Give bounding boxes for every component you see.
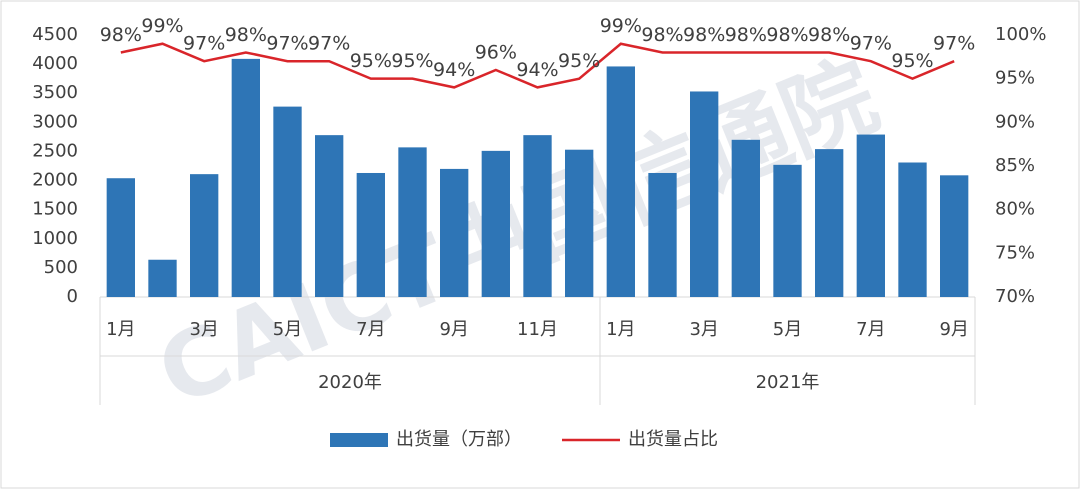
bar [898, 162, 927, 297]
data-label: 98% [725, 24, 767, 46]
data-label: 97% [850, 33, 892, 55]
data-label: 95% [391, 50, 433, 72]
data-label: 98% [100, 24, 142, 46]
y-tick-label: 4500 [32, 24, 78, 45]
data-label: 94% [516, 59, 558, 81]
y-tick-label: 4000 [32, 53, 78, 74]
data-label: 95% [558, 50, 600, 72]
bar [481, 150, 510, 297]
x-tick-label: 1月 [106, 319, 135, 340]
legend-swatch [330, 433, 388, 447]
data-label: 94% [433, 59, 475, 81]
x-tick-label: 7月 [856, 319, 885, 340]
y-tick-label: 2000 [32, 170, 78, 191]
y-tick-label: 3500 [32, 82, 78, 103]
bar [148, 259, 177, 297]
bar [315, 135, 344, 297]
y-tick-label: 1000 [32, 228, 78, 249]
y2-tick-label: 100% [995, 24, 1046, 45]
y2-tick-label: 75% [995, 242, 1035, 263]
bar [190, 174, 219, 297]
y2-tick-label: 95% [995, 68, 1035, 89]
x-tick-label: 9月 [939, 319, 968, 340]
bar [398, 147, 427, 297]
x-tick-label: 5月 [273, 319, 302, 340]
y2-tick-label: 90% [995, 111, 1035, 132]
data-label: 97% [266, 33, 308, 55]
data-label: 95% [891, 50, 933, 72]
bar [356, 172, 385, 297]
bar [856, 134, 885, 297]
bar [440, 168, 469, 297]
line [120, 42, 955, 89]
bar [648, 172, 677, 297]
bar [565, 149, 594, 297]
data-label: 95% [350, 50, 392, 72]
data-label: 97% [308, 33, 350, 55]
data-label: 98% [808, 24, 850, 46]
bar [773, 164, 802, 297]
y2-tick-label: 80% [995, 199, 1035, 220]
y-tick-label: 1500 [32, 199, 78, 220]
data-label: 96% [475, 41, 517, 63]
x-tick-label: 3月 [689, 319, 718, 340]
bar [106, 178, 135, 297]
data-label: 98% [683, 24, 725, 46]
data-label: 98% [766, 24, 808, 46]
y-tick-label: 500 [44, 257, 78, 278]
x-tick-label: 9月 [439, 319, 468, 340]
bar [940, 175, 969, 297]
x-tick-label: 7月 [356, 319, 385, 340]
x-tick-label: 5月 [773, 319, 802, 340]
y-tick-label: 3000 [32, 111, 78, 132]
data-label: 99% [141, 15, 183, 37]
bar [690, 91, 719, 297]
y2-tick-label: 85% [995, 155, 1035, 176]
bar [273, 106, 302, 297]
legend-label: 出货量（万部） [396, 429, 522, 450]
x-tick-label: 3月 [189, 319, 218, 340]
data-label: 98% [641, 24, 683, 46]
bar [606, 66, 635, 297]
data-label: 97% [183, 33, 225, 55]
bar [815, 149, 844, 297]
data-label: 99% [600, 15, 642, 37]
group-label: 2020年 [318, 372, 382, 393]
x-tick-label: 1月 [606, 319, 635, 340]
bar [731, 139, 760, 297]
y2-tick-label: 70% [995, 286, 1035, 307]
y-tick-label: 2500 [32, 140, 78, 161]
bar [231, 58, 260, 298]
group-label: 2021年 [756, 372, 820, 393]
data-label: 98% [225, 24, 267, 46]
legend-label: 出货量占比 [628, 429, 718, 450]
y-tick-label: 0 [67, 286, 78, 307]
x-tick-label: 11月 [517, 319, 558, 340]
data-label: 97% [933, 33, 975, 55]
bar [523, 135, 552, 297]
